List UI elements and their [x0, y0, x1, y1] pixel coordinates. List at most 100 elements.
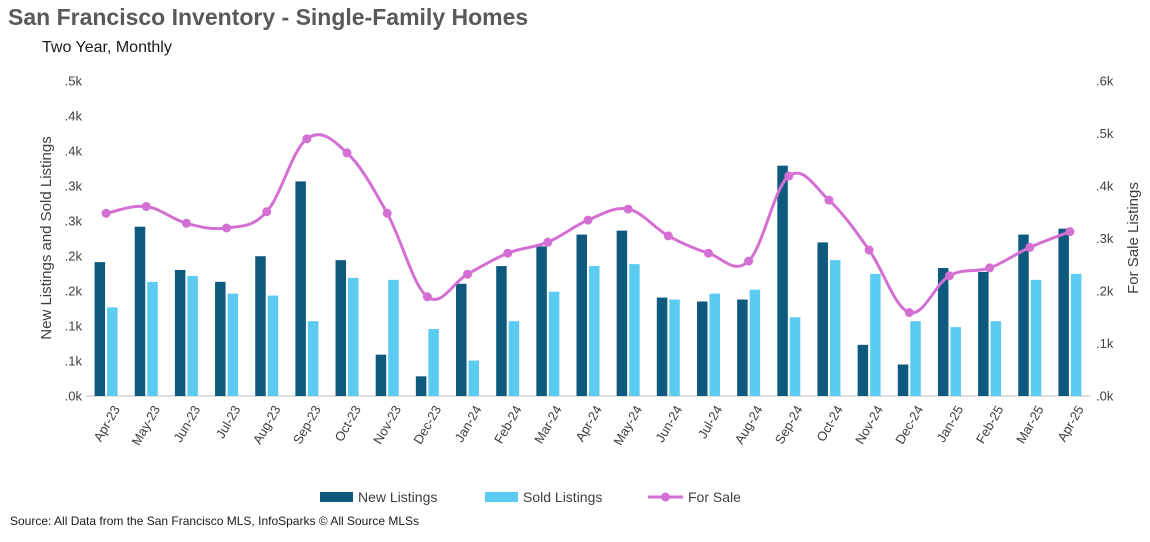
- for-sale-point: [904, 308, 914, 318]
- for-sale-point: [703, 248, 713, 258]
- for-sale-point: [824, 195, 834, 205]
- for-sale-point: [744, 256, 754, 266]
- x-tick-label: Nov-24: [852, 403, 886, 447]
- for-sale-point: [302, 134, 312, 144]
- bar-new-listings: [1058, 228, 1069, 396]
- for-sale-point: [985, 263, 995, 273]
- bar-sold-listings: [107, 307, 118, 396]
- for-sale-point: [101, 208, 111, 218]
- y2-tick-label: .5k: [1096, 126, 1114, 141]
- bar-sold-listings: [669, 299, 680, 396]
- bar-new-listings: [174, 270, 186, 396]
- x-tick-label: Sep-23: [290, 403, 324, 447]
- bar-new-listings: [817, 242, 828, 396]
- y-tick-label: .3k: [65, 179, 83, 194]
- for-sale-point: [784, 171, 794, 181]
- bar-new-listings: [496, 266, 507, 396]
- for-sale-point: [382, 208, 392, 218]
- bar-new-listings: [255, 256, 266, 396]
- x-tick-label: May-23: [128, 403, 163, 448]
- bar-new-listings: [978, 271, 989, 396]
- right-axis-ticks: .0k .1k .2k .3k .4k .5k .6k: [1096, 74, 1114, 404]
- bar-sold-listings: [508, 321, 520, 396]
- y-tick-label: .5k: [65, 74, 83, 89]
- bar-sold-listings: [629, 264, 640, 396]
- y2-tick-label: .4k: [1096, 179, 1114, 194]
- for-sale-point: [1065, 227, 1075, 237]
- bar-sold-listings: [829, 260, 841, 396]
- bar-new-listings: [335, 260, 347, 396]
- x-tick-label: Jun-24: [652, 403, 685, 445]
- x-tick-label: Apr-23: [90, 403, 123, 444]
- bar-sold-listings: [870, 273, 881, 396]
- for-sale-point: [543, 237, 553, 247]
- bar-sold-listings: [227, 293, 239, 396]
- x-tick-label: Feb-24: [491, 403, 525, 446]
- legend-label-new-listings: New Listings: [358, 489, 437, 505]
- y2-tick-label: .2k: [1096, 284, 1114, 299]
- legend-label-for-sale: For Sale: [688, 489, 741, 505]
- for-sale-point: [463, 269, 473, 279]
- bar-new-listings: [857, 344, 869, 396]
- for-sale-point: [1025, 242, 1035, 252]
- x-tick-label: Jun-23: [170, 403, 203, 445]
- legend: New Listings Sold Listings For Sale: [320, 489, 741, 505]
- bar-sold-listings: [709, 293, 720, 396]
- x-tick-label: Nov-23: [370, 403, 404, 447]
- bar-new-listings: [415, 376, 427, 396]
- legend-swatch-new-listings: [320, 492, 353, 502]
- bar-new-listings: [456, 283, 467, 396]
- chart-title: San Francisco Inventory - Single-Family …: [8, 4, 529, 30]
- chart-subtitle: Two Year, Monthly: [42, 39, 172, 56]
- for-sale-line-group: [101, 133, 1075, 318]
- y2-tick-label: .1k: [1096, 336, 1114, 351]
- bar-new-listings: [737, 299, 748, 396]
- x-tick-label: Feb-25: [973, 403, 1007, 446]
- y2-tick-label: .3k: [1096, 231, 1114, 246]
- x-tick-label: Aug-24: [732, 403, 766, 447]
- bar-new-listings: [295, 181, 306, 396]
- x-tick-label: Apr-25: [1054, 403, 1087, 444]
- y-tick-label: .1k: [65, 354, 83, 369]
- bar-new-listings: [937, 268, 949, 396]
- y-tick-label: .0k: [65, 389, 83, 404]
- x-tick-label: Dec-23: [410, 403, 444, 447]
- x-tick-label: Jul-24: [695, 403, 726, 441]
- y2-tick-label: .6k: [1096, 74, 1114, 89]
- bar-new-listings: [375, 354, 387, 396]
- y-tick-label: .4k: [65, 144, 83, 159]
- bar-new-listings: [777, 165, 788, 396]
- bar-sold-listings: [348, 277, 359, 396]
- for-sale-point: [663, 231, 673, 241]
- y-axis-title: New Listings and Sold Listings: [38, 136, 55, 339]
- bar-new-listings: [536, 246, 547, 396]
- y-tick-label: .2k: [65, 249, 83, 264]
- bar-new-listings: [616, 230, 628, 396]
- x-tick-label: Oct-24: [813, 403, 845, 444]
- y2-axis-title: For Sale Listings: [1125, 182, 1142, 294]
- x-tick-label: Jan-24: [452, 403, 485, 445]
- bar-sold-listings: [468, 360, 480, 396]
- bars-group: [94, 165, 1082, 396]
- bar-new-listings: [897, 364, 909, 396]
- legend-swatch-sold-listings: [485, 492, 518, 502]
- for-sale-point: [262, 207, 272, 217]
- bar-new-listings: [1018, 234, 1029, 396]
- bar-new-listings: [656, 297, 668, 396]
- for-sale-point: [503, 248, 513, 258]
- for-sale-point: [944, 271, 954, 281]
- bar-sold-listings: [187, 275, 198, 396]
- bar-sold-listings: [1070, 273, 1082, 396]
- for-sale-point: [583, 215, 593, 225]
- for-sale-point: [342, 148, 352, 158]
- x-tick-label: Oct-23: [331, 403, 363, 444]
- legend-swatch-for-sale-marker: [661, 492, 670, 502]
- x-tick-label: Mar-24: [531, 403, 565, 446]
- bar-new-listings: [94, 262, 106, 396]
- for-sale-point: [222, 223, 232, 233]
- x-tick-label: Dec-24: [892, 403, 926, 447]
- x-tick-label: Sep-24: [772, 403, 806, 447]
- bar-sold-listings: [307, 321, 319, 396]
- source-note: Source: All Data from the San Francisco …: [10, 514, 420, 528]
